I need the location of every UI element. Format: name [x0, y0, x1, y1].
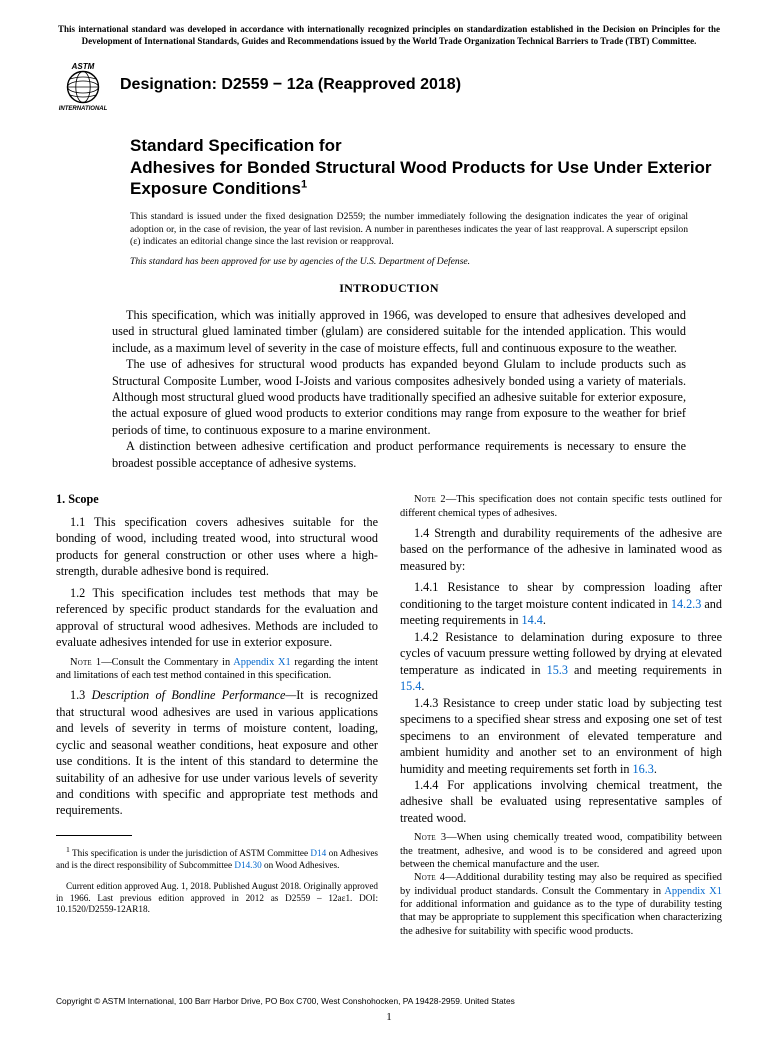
xref-d14[interactable]: D14	[310, 848, 326, 858]
para-1-2: 1.2 This specification includes test met…	[56, 585, 378, 651]
note-2-label: Note 2	[414, 494, 446, 505]
para-1-4: 1.4 Strength and durability requirements…	[400, 525, 722, 574]
header-row: ASTM INTERNATIONAL Designation: D2559 − …	[56, 57, 722, 111]
note-4-b: for additional information and guidance …	[400, 899, 722, 937]
title-block: Standard Specification for Adhesives for…	[130, 135, 722, 199]
fn-c: on Wood Adhesives.	[262, 860, 340, 870]
note-4: Note 4—Additional durability testing may…	[400, 871, 722, 938]
xref-14-2-3[interactable]: 14.2.3	[671, 597, 701, 611]
note-3-text: —When using chemically treated wood, com…	[400, 832, 722, 870]
issuance-note: This standard is issued under the fixed …	[130, 211, 688, 248]
column-right: Note 2—This specification does not conta…	[400, 489, 722, 938]
para-1-3: 1.3 Description of Bondline Performance—…	[56, 687, 378, 819]
note-1-text: —Consult the Commentary in	[101, 657, 233, 668]
para-1-4-4: 1.4.4 For applications involving chemica…	[400, 777, 722, 826]
xref-appendix-x1[interactable]: Appendix X1	[233, 657, 290, 668]
dod-note: This standard has been approved for use …	[130, 256, 688, 269]
para-1-3-title: Description of Bondline Performance—	[92, 688, 297, 702]
para-1-4-2: 1.4.2 Resistance to delamination during …	[400, 629, 722, 695]
para-1-1: 1.1 This specification covers adhesives …	[56, 514, 378, 580]
note-2: Note 2—This specification does not conta…	[400, 493, 722, 520]
tbt-notice: This international standard was develope…	[56, 24, 722, 47]
note-4-label: Note 4	[414, 872, 445, 883]
footnote-1-line2: Current edition approved Aug. 1, 2018. P…	[56, 881, 378, 916]
p142-b: and meeting requirements in	[568, 663, 722, 677]
astm-logo-icon: ASTM INTERNATIONAL	[56, 57, 110, 111]
note-1-label: Note 1	[70, 657, 101, 668]
page-number: 1	[0, 1010, 778, 1025]
xref-14-4[interactable]: 14.4	[522, 613, 543, 627]
fn-a: This specification is under the jurisdic…	[70, 848, 311, 858]
copyright-line: Copyright © ASTM International, 100 Barr…	[56, 996, 722, 1007]
xref-d14-30[interactable]: D14.30	[234, 860, 261, 870]
xref-16-3[interactable]: 16.3	[633, 762, 654, 776]
note-1: Note 1—Consult the Commentary in Appendi…	[56, 656, 378, 683]
para-1-4-1: 1.4.1 Resistance to shear by compression…	[400, 579, 722, 628]
xref-15-3[interactable]: 15.3	[547, 663, 568, 677]
title-super: 1	[301, 178, 307, 190]
note-3-label: Note 3	[414, 832, 446, 843]
page: This international standard was develope…	[0, 0, 778, 1041]
intro-para-2: The use of adhesives for structural wood…	[112, 356, 686, 438]
column-left: 1. Scope 1.1 This specification covers a…	[56, 489, 378, 938]
intro-para-3: A distinction between adhesive certifica…	[112, 438, 686, 471]
title-lead: Standard Specification for	[130, 135, 722, 156]
xref-15-4[interactable]: 15.4	[400, 679, 421, 693]
title-main-text: Adhesives for Bonded Structural Wood Pro…	[130, 158, 712, 198]
footnote-rule	[56, 835, 132, 836]
svg-text:ASTM: ASTM	[71, 62, 95, 71]
body-columns: 1. Scope 1.1 This specification covers a…	[56, 489, 722, 938]
introduction-heading: INTRODUCTION	[56, 280, 722, 296]
scope-heading: 1. Scope	[56, 491, 378, 507]
para-1-4-3: 1.4.3 Resistance to creep under static l…	[400, 695, 722, 777]
para-1-3-body: It is recognized that structural wood ad…	[56, 688, 378, 817]
xref-appendix-x1-b[interactable]: Appendix X1	[664, 886, 722, 897]
designation: Designation: D2559 − 12a (Reapproved 201…	[120, 74, 461, 96]
introduction-body: This specification, which was initially …	[112, 307, 686, 472]
footnote-1: 1 This specification is under the jurisd…	[56, 845, 378, 872]
p143-a: 1.4.3 Resistance to creep under static l…	[400, 696, 722, 776]
note-3: Note 3—When using chemically treated woo…	[400, 831, 722, 871]
svg-text:INTERNATIONAL: INTERNATIONAL	[59, 106, 108, 111]
title-main: Adhesives for Bonded Structural Wood Pro…	[130, 157, 722, 200]
para-1-3-num: 1.3	[70, 688, 92, 702]
note-2-text: —This specification does not contain spe…	[400, 494, 722, 518]
intro-para-1: This specification, which was initially …	[112, 307, 686, 356]
